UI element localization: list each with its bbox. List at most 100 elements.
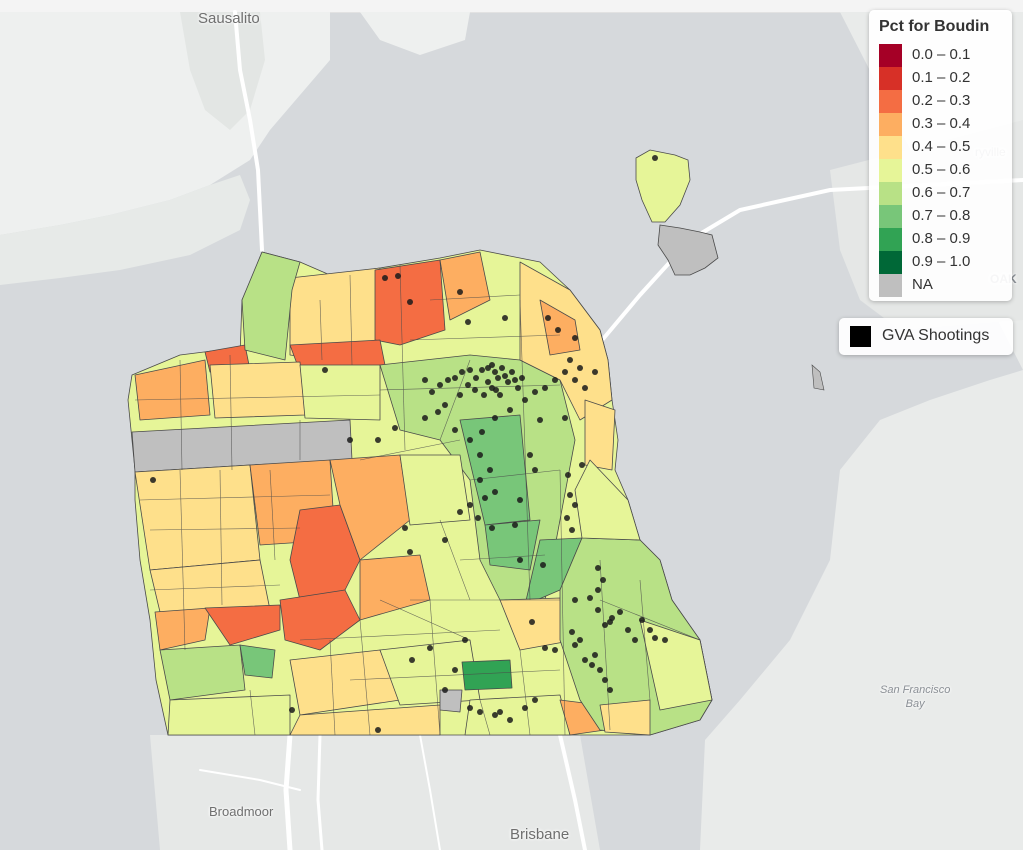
shooting-point[interactable] xyxy=(427,645,433,651)
shooting-point[interactable] xyxy=(562,369,568,375)
shooting-point[interactable] xyxy=(375,727,381,733)
shooting-point[interactable] xyxy=(532,389,538,395)
shooting-point[interactable] xyxy=(507,717,513,723)
shooting-point[interactable] xyxy=(572,502,578,508)
shooting-point[interactable] xyxy=(407,299,413,305)
shooting-point[interactable] xyxy=(347,437,353,443)
shooting-point[interactable] xyxy=(495,375,501,381)
shooting-point[interactable] xyxy=(505,379,511,385)
shooting-point[interactable] xyxy=(572,597,578,603)
shooting-point[interactable] xyxy=(422,415,428,421)
shooting-point[interactable] xyxy=(592,369,598,375)
shooting-point[interactable] xyxy=(522,397,528,403)
shooting-point[interactable] xyxy=(600,577,606,583)
shooting-point[interactable] xyxy=(462,637,468,643)
shooting-point[interactable] xyxy=(602,677,608,683)
shooting-point[interactable] xyxy=(572,377,578,383)
shooting-point[interactable] xyxy=(540,562,546,568)
shooting-point[interactable] xyxy=(572,335,578,341)
points-legend[interactable]: GVA Shootings xyxy=(839,318,1013,355)
shooting-point[interactable] xyxy=(529,619,535,625)
shooting-point[interactable] xyxy=(429,389,435,395)
shooting-point[interactable] xyxy=(509,369,515,375)
shooting-point[interactable] xyxy=(579,462,585,468)
shooting-point[interactable] xyxy=(395,273,401,279)
shooting-point[interactable] xyxy=(435,409,441,415)
shooting-point[interactable] xyxy=(499,365,505,371)
shooting-point[interactable] xyxy=(592,652,598,658)
shooting-point[interactable] xyxy=(492,369,498,375)
shooting-point[interactable] xyxy=(512,377,518,383)
shooting-point[interactable] xyxy=(465,382,471,388)
shooting-point[interactable] xyxy=(477,452,483,458)
shooting-point[interactable] xyxy=(542,385,548,391)
shooting-point[interactable] xyxy=(409,657,415,663)
shooting-point[interactable] xyxy=(632,637,638,643)
shooting-point[interactable] xyxy=(489,362,495,368)
shooting-point[interactable] xyxy=(467,502,473,508)
shooting-point[interactable] xyxy=(479,429,485,435)
shooting-point[interactable] xyxy=(662,637,668,643)
shooting-point[interactable] xyxy=(595,565,601,571)
shooting-point[interactable] xyxy=(565,472,571,478)
shooting-point[interactable] xyxy=(652,635,658,641)
shooting-point[interactable] xyxy=(555,327,561,333)
shooting-point[interactable] xyxy=(467,437,473,443)
shooting-point[interactable] xyxy=(487,467,493,473)
shooting-point[interactable] xyxy=(489,525,495,531)
shooting-point[interactable] xyxy=(467,705,473,711)
shooting-point[interactable] xyxy=(595,587,601,593)
shooting-point[interactable] xyxy=(517,497,523,503)
shooting-point[interactable] xyxy=(569,527,575,533)
shooting-point[interactable] xyxy=(567,492,573,498)
shooting-point[interactable] xyxy=(587,595,593,601)
shooting-point[interactable] xyxy=(289,707,295,713)
shooting-point[interactable] xyxy=(322,367,328,373)
shooting-point[interactable] xyxy=(479,367,485,373)
shooting-point[interactable] xyxy=(422,377,428,383)
shooting-point[interactable] xyxy=(472,387,478,393)
shooting-point[interactable] xyxy=(485,379,491,385)
shooting-point[interactable] xyxy=(457,509,463,515)
shooting-point[interactable] xyxy=(597,667,603,673)
shooting-point[interactable] xyxy=(582,385,588,391)
shooting-point[interactable] xyxy=(532,467,538,473)
shooting-point[interactable] xyxy=(457,392,463,398)
shooting-point[interactable] xyxy=(482,495,488,501)
shooting-point[interactable] xyxy=(477,709,483,715)
treasure-island[interactable] xyxy=(635,149,719,276)
shooting-point[interactable] xyxy=(625,627,631,633)
shooting-point[interactable] xyxy=(577,365,583,371)
shooting-point[interactable] xyxy=(459,369,465,375)
shooting-point[interactable] xyxy=(647,627,653,633)
shooting-point[interactable] xyxy=(497,392,503,398)
shooting-point[interactable] xyxy=(442,687,448,693)
shooting-point[interactable] xyxy=(465,319,471,325)
shooting-point[interactable] xyxy=(473,375,479,381)
shooting-point[interactable] xyxy=(382,275,388,281)
shooting-point[interactable] xyxy=(489,385,495,391)
shooting-point[interactable] xyxy=(517,557,523,563)
shooting-point[interactable] xyxy=(402,525,408,531)
shooting-point[interactable] xyxy=(445,377,451,383)
shooting-point[interactable] xyxy=(607,619,613,625)
shooting-point[interactable] xyxy=(582,657,588,663)
shooting-point[interactable] xyxy=(519,375,525,381)
sf-tract-polygons[interactable] xyxy=(127,249,713,736)
shooting-point[interactable] xyxy=(150,477,156,483)
shooting-point[interactable] xyxy=(497,709,503,715)
shooting-point[interactable] xyxy=(492,489,498,495)
shooting-point[interactable] xyxy=(442,402,448,408)
shooting-point[interactable] xyxy=(457,289,463,295)
shooting-point[interactable] xyxy=(569,629,575,635)
shooting-point[interactable] xyxy=(512,522,518,528)
shooting-point[interactable] xyxy=(442,537,448,543)
shooting-point[interactable] xyxy=(507,407,513,413)
shooting-point[interactable] xyxy=(392,425,398,431)
shooting-point[interactable] xyxy=(537,417,543,423)
shooting-point[interactable] xyxy=(564,515,570,521)
shooting-point[interactable] xyxy=(467,367,473,373)
shooting-point[interactable] xyxy=(562,415,568,421)
shooting-point[interactable] xyxy=(481,392,487,398)
shooting-point[interactable] xyxy=(492,415,498,421)
